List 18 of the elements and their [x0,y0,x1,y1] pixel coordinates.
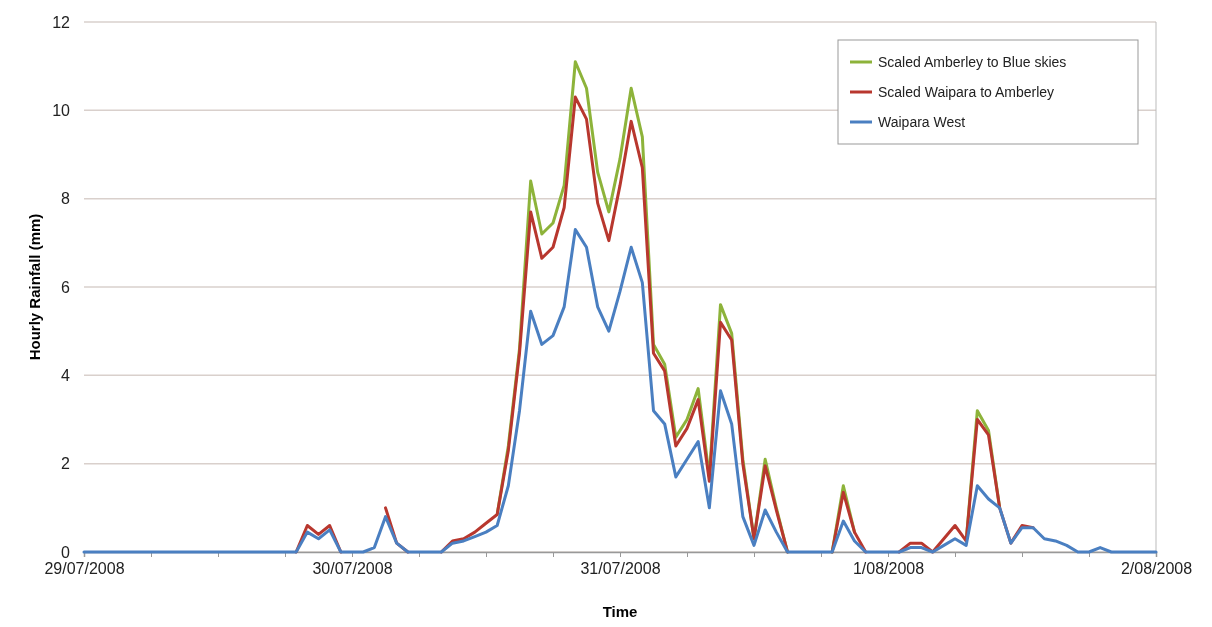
x-tick-label: 30/07/2008 [312,560,393,578]
y-tick-label: 12 [52,13,71,31]
x-tick-label: 29/07/2008 [44,560,125,578]
legend-label: Scaled Amberley to Blue skies [878,53,1067,70]
y-tick-label: 0 [61,543,71,561]
y-tick-label: 6 [61,278,71,296]
y-tick-label: 2 [61,455,71,473]
legend-label: Scaled Waipara to Amberley [878,83,1055,100]
y-tick-label: 10 [52,101,71,119]
y-tick-label: 8 [61,190,71,208]
x-tick-label: 1/08/2008 [852,560,925,578]
x-tick-label: 2/08/2008 [1120,560,1193,578]
y-tick-label: 4 [61,366,71,384]
legend-label: Waipara West [878,113,966,130]
x-axis-title: Time [602,603,638,620]
line-series [82,228,1158,554]
y-axis-title: Hourly Rainfall (mm) [26,213,43,361]
x-tick-label: 31/07/2008 [580,560,661,578]
